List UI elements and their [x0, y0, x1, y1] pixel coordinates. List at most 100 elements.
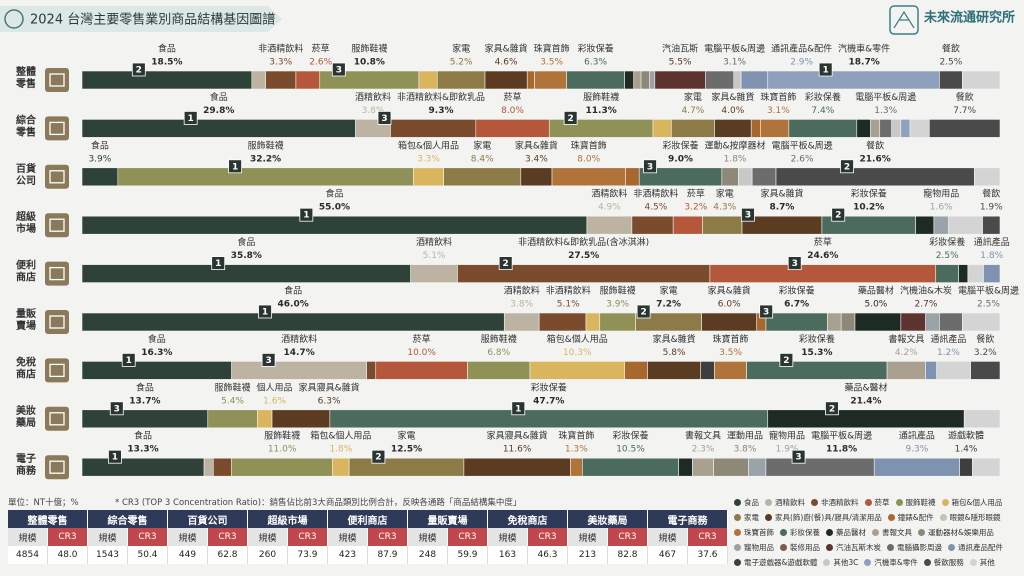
bar-segment: [740, 70, 769, 90]
row-label: 電子: [16, 453, 36, 465]
table-header: 美妝藥局: [568, 510, 648, 528]
segment-label: 寵物用品: [769, 430, 805, 442]
segment-label: 家具&雜貨: [653, 333, 696, 345]
rank-number: 1: [823, 66, 829, 76]
table-sub-header: 規模: [328, 528, 368, 546]
bar-segment: [436, 70, 486, 90]
table-value: 87.9: [368, 546, 408, 564]
row-label: 免稅: [16, 355, 36, 368]
table-sub-header: 規模: [168, 528, 208, 546]
legend-swatch: [780, 544, 787, 551]
logo-glyph: [893, 10, 915, 29]
row-icon: [45, 261, 69, 286]
segment-value: 27.5%: [568, 251, 599, 261]
rank-badge: [371, 449, 386, 464]
row-label: 藥局: [15, 416, 36, 429]
table-value: 163: [488, 546, 528, 564]
segment-value: 3.1%: [723, 58, 746, 68]
segment-value: 3.3%: [417, 154, 440, 164]
segment-value: 1.3%: [874, 106, 897, 116]
bar-segment: [329, 409, 769, 429]
segment-label: 家具&雜貨: [711, 91, 754, 103]
row-label: 綜合: [16, 113, 37, 126]
segment-value: 5.4%: [221, 396, 244, 406]
segment-label: 家具&雜貨: [760, 188, 803, 200]
table-value: 248: [408, 546, 448, 564]
legend-swatch: [765, 514, 772, 521]
table-header: 整體零售: [8, 510, 88, 528]
row-label: 百貨: [16, 162, 36, 175]
segment-value: 1.6%: [263, 396, 286, 406]
legend-label: 電腦攝影周邊: [897, 543, 942, 552]
segment-label: 珠寶首飾: [713, 333, 749, 345]
bar-segment: [886, 361, 926, 380]
segment-value: 8.0%: [577, 154, 600, 164]
legend-swatch: [826, 529, 833, 536]
segment-label: 家具&雜貨: [485, 43, 528, 55]
table-header-row: 整體零售 綜合零售 百貨公司 超級市場 便利商店 量販賣場 免稅商店 美妝藥局 電子商務: [8, 510, 728, 528]
rank-number: 1: [188, 114, 194, 124]
rank-number: 2: [503, 259, 509, 269]
segment-label: 彩妝保養: [779, 285, 815, 297]
segment-label: 電腦平板&周邊: [704, 43, 765, 55]
rank-badge: [109, 401, 124, 416]
bar-segment: [529, 361, 625, 380]
segment-label: 菸草: [814, 236, 832, 248]
bar-segment: [551, 167, 626, 187]
segment-value: 7.4%: [811, 106, 834, 116]
rank-badge: [121, 352, 136, 367]
segment-label: 食品: [237, 236, 255, 248]
segment-value: 2.3%: [692, 445, 715, 455]
legend-swatch: [895, 499, 903, 506]
segment-value: 8.4%: [471, 154, 494, 164]
legend-label: 箱包&個人用品: [951, 498, 1003, 507]
legend-item: 裝修用品: [780, 540, 820, 555]
segment-value: 2.5%: [936, 251, 959, 261]
rank-badge: [787, 256, 802, 271]
segment-value: 3.5%: [719, 348, 742, 358]
segment-value: 12.5%: [391, 445, 422, 455]
table-value: 73.9: [288, 546, 328, 564]
rank-badge: [258, 304, 272, 319]
rank-number: 2: [567, 114, 573, 124]
rank-badge: [818, 62, 833, 77]
segment-label: 遊戲軟體: [948, 430, 984, 442]
legend-swatch: [948, 544, 955, 551]
segment-value: 4.2%: [895, 348, 918, 358]
segment-label: 家電: [660, 285, 678, 297]
segment-value: 18.7%: [849, 58, 880, 68]
bar-segment: [959, 457, 973, 477]
segment-value: 46.0%: [278, 300, 309, 310]
legend-label: 非酒精飲料: [821, 498, 859, 507]
bar-segment: [900, 119, 911, 138]
segment-value: 2.9%: [790, 58, 813, 68]
segment-label: 汽機車&零件: [838, 43, 890, 55]
bar-segment: [748, 457, 767, 477]
segment-value: 5.2%: [450, 58, 473, 68]
bar-segment: [714, 361, 747, 380]
bar-segment: [625, 167, 640, 187]
bar-segment: [633, 70, 642, 90]
segment-label: 服飾鞋襪: [583, 91, 619, 103]
segment-value: 11.6%: [503, 445, 532, 455]
row-icon-glyph: [49, 73, 65, 87]
bar-segment: [692, 457, 714, 477]
bar-segment: [765, 312, 828, 332]
segment-label: 服飾鞋襪: [248, 139, 284, 151]
legend-item: 其他: [969, 555, 995, 570]
bar-segment: [672, 215, 703, 235]
bar-segment: [81, 167, 119, 187]
bar-segment: [767, 409, 965, 429]
segment-value: 2.6%: [791, 154, 814, 164]
bar-segment: [410, 264, 458, 283]
segment-value: 7.7%: [953, 106, 976, 116]
legend-item: 非酒精飲料: [811, 495, 859, 510]
segment-label: 家具寢具&雜貨: [299, 381, 360, 393]
segment-label: 藥品&醫材: [844, 381, 887, 393]
segment-label: 菸草: [413, 333, 431, 345]
segment-label: 寵物用品: [923, 188, 959, 200]
row-icon: [45, 358, 69, 383]
rank-number: 1: [515, 404, 521, 414]
bar-segment: [788, 119, 858, 138]
